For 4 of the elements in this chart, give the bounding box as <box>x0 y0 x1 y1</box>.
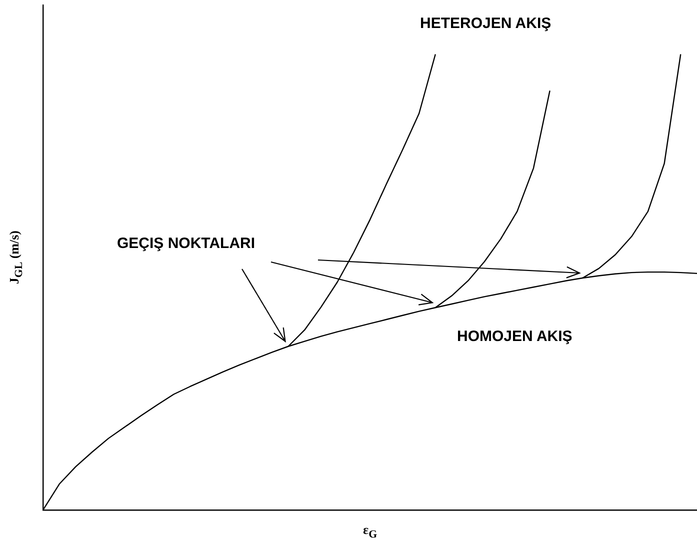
text: HETEROJEN AKIŞ <box>420 15 552 32</box>
x-axis-title: ε$_{G}$ <box>363 522 377 540</box>
annotation: HOMOJEN AKIŞ <box>457 328 572 345</box>
annotation: GEÇIŞ NOKTALARI <box>117 235 256 252</box>
